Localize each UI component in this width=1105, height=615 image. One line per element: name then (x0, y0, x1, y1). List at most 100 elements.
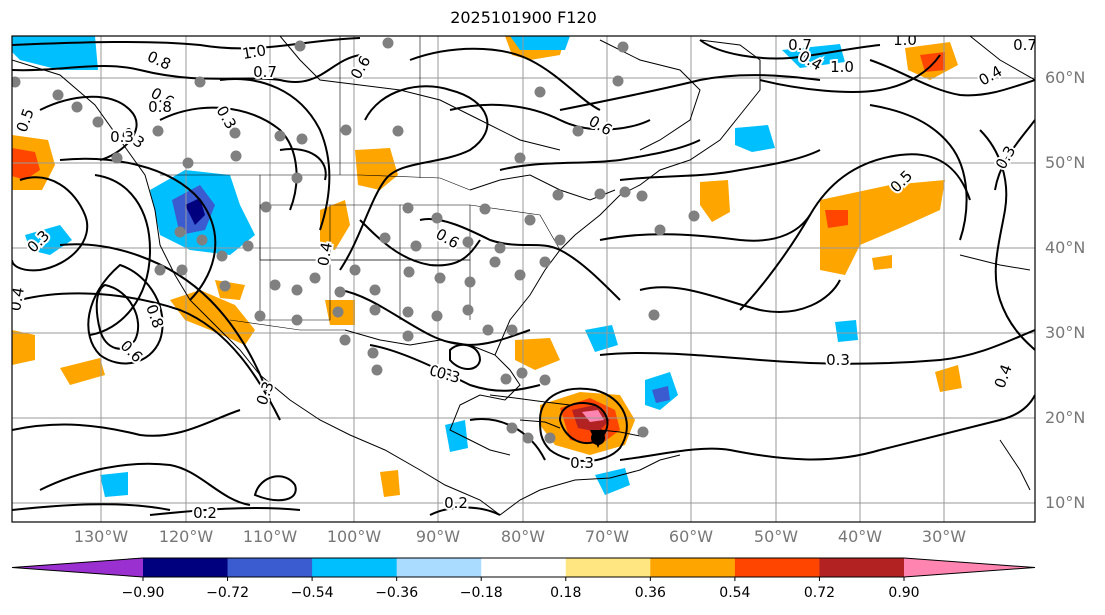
station-marker (382, 37, 394, 49)
station-marker (174, 226, 186, 238)
colorbar-segment (396, 558, 482, 577)
station-marker (506, 422, 518, 434)
warm-anomaly-nova-scotia (700, 180, 730, 222)
cold-anomaly-central-atlantic-core (652, 386, 670, 403)
colorbar-tick-label: −0.18 (459, 585, 503, 601)
station-marker (522, 432, 534, 444)
station-marker (219, 280, 231, 292)
longitude-label: 50°W (753, 527, 799, 546)
contour-label-halo: 0.8 (148, 98, 172, 116)
station-marker (506, 324, 518, 336)
cold-anomaly-nw-corner-2 (510, 36, 570, 50)
colorbar-tick-label: 0.36 (634, 585, 666, 601)
longitude-label: 130°W (73, 527, 129, 546)
colorbar (11, 557, 1036, 581)
contour-label: 0.2 (193, 504, 217, 522)
longitude-label: 80°W (500, 527, 546, 546)
station-marker (594, 188, 606, 200)
storm-center-icon (590, 430, 606, 448)
map-frame (11, 35, 1036, 523)
contour-label: 1.0 (830, 58, 854, 76)
contour-label-halo: 1.0 (830, 58, 854, 76)
latitude-label: 60°N (1045, 68, 1086, 87)
warm-anomaly-pacific-south (380, 470, 400, 497)
station-marker (534, 86, 546, 98)
station-marker (402, 202, 414, 214)
cold-anomaly-caribbean-north (585, 325, 618, 352)
station-marker (462, 304, 474, 316)
colorbar-segment (481, 558, 567, 577)
cold-anomaly-labrador-sea (782, 44, 845, 68)
station-marker (524, 214, 536, 226)
station-marker (176, 264, 188, 276)
station-marker (514, 152, 526, 164)
station-marker (340, 124, 352, 136)
longitude-label: 120°W (158, 527, 214, 546)
station-marker (434, 272, 446, 284)
warm-anomaly-pacific-sw-2 (60, 358, 105, 385)
station-marker (654, 224, 666, 236)
station-marker (637, 426, 649, 438)
warm-anomaly-atlantic-30n (935, 365, 962, 392)
station-marker (349, 264, 361, 276)
station-marker (229, 127, 241, 139)
contour-label: 0.7 (788, 36, 812, 54)
contour-label: 1.0 (893, 31, 917, 49)
cold-anomaly-atlantic-small (835, 320, 858, 342)
station-marker (482, 324, 494, 336)
contour-label: 0.8 (148, 98, 172, 116)
station-markers (12, 37, 700, 444)
contour-label-halo: 0.2 (193, 504, 217, 522)
colorbar-segment (650, 558, 736, 577)
contour-label-halo: 0.2 (444, 494, 468, 512)
station-marker (269, 279, 281, 291)
colorbar-tick-label: −0.54 (290, 585, 334, 601)
longitude-label: 100°W (326, 527, 382, 546)
contour-label: 0.3 (427, 361, 455, 385)
station-marker (500, 373, 512, 385)
contour-label: 0.4 (314, 241, 336, 268)
station-marker (552, 189, 564, 201)
colorbar-segment (565, 558, 651, 577)
longitude-label: 40°W (837, 527, 883, 546)
station-marker (369, 284, 381, 296)
longitude-label: 70°W (584, 527, 630, 546)
warm-anomaly-sw-coast (170, 290, 255, 345)
contour-label: 1.0 (241, 41, 268, 63)
station-marker (539, 256, 551, 268)
station-marker (296, 133, 308, 145)
station-marker (12, 76, 21, 88)
contour-label-halo: 0.3 (826, 351, 850, 369)
station-marker (294, 40, 306, 52)
station-marker (410, 240, 422, 252)
colorbar-tick-label: 0.18 (550, 585, 582, 601)
station-marker (494, 242, 506, 254)
contour-label-halo: 0.7 (1013, 36, 1037, 54)
station-marker (242, 240, 254, 252)
latitude-label: 30°N (1045, 323, 1086, 342)
contour-label-halo: 0.7 (253, 63, 277, 81)
colorbar-tick-label: 0.54 (719, 585, 751, 601)
station-marker (291, 314, 303, 326)
station-marker (339, 334, 351, 346)
station-marker (154, 264, 166, 276)
station-marker (309, 272, 321, 284)
extreme-warm-anomaly-caribbean (582, 410, 604, 422)
latitude-label: 40°N (1045, 238, 1086, 257)
station-marker (216, 250, 228, 262)
station-marker (111, 152, 123, 164)
longitude-label: 30°W (921, 527, 967, 546)
station-marker (254, 310, 266, 322)
warm-anomaly-gulf (515, 338, 560, 370)
warm-anomaly-pacific-sw (12, 330, 35, 365)
warm-anomaly-atlantic-40n (820, 180, 945, 275)
contour-label: 0.7 (1013, 36, 1037, 54)
colorbar-tick-label: −0.90 (121, 585, 165, 601)
station-marker (334, 286, 346, 298)
colorbar-segment (143, 558, 229, 577)
contour-label-halo: 1.0 (241, 41, 268, 63)
station-marker (479, 203, 491, 215)
colorbar-segment (734, 558, 820, 577)
colorbar-tick-label: −0.36 (375, 585, 419, 601)
station-marker (514, 269, 526, 281)
